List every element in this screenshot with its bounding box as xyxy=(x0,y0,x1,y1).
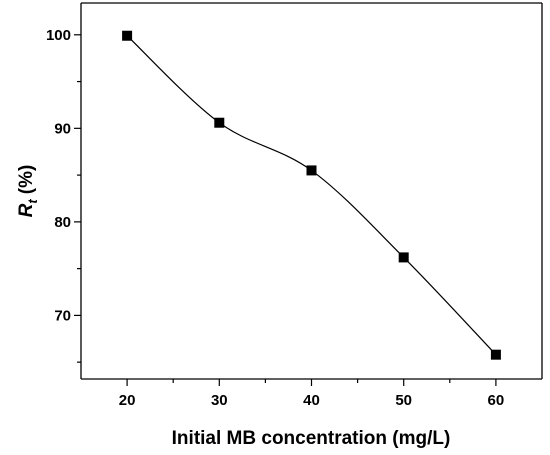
series-line-group xyxy=(126,35,497,356)
y-tick-label: 100 xyxy=(46,27,71,44)
y-axis-title-main: R xyxy=(16,203,37,217)
series-line xyxy=(126,35,497,356)
y-axis-title-unit: (%) xyxy=(16,165,37,195)
y-tick-label: 80 xyxy=(54,214,71,231)
y-tick-label: 90 xyxy=(54,120,71,137)
data-point-marker xyxy=(490,349,501,360)
data-point-marker xyxy=(398,252,409,263)
x-tick-label: 20 xyxy=(119,392,136,409)
y-tick-label: 70 xyxy=(54,307,71,324)
x-tick-label: 60 xyxy=(488,392,505,409)
x-axis-title: Initial MB concentration (mg/L) xyxy=(172,428,451,449)
y-axis-title: Rt (%) xyxy=(16,165,40,218)
y-axis-title-sub: t xyxy=(25,199,40,204)
x-tick-label: 40 xyxy=(303,392,320,409)
x-tick-label: 30 xyxy=(211,392,228,409)
y-axis-ticks: 70 80 90 100 xyxy=(46,27,81,363)
x-axis-ticks: 20 30 40 50 60 xyxy=(119,379,504,409)
series-markers xyxy=(122,30,501,360)
data-point-marker xyxy=(306,165,317,176)
data-point-marker xyxy=(214,117,225,128)
data-point-marker xyxy=(122,30,133,41)
x-tick-label: 50 xyxy=(395,392,412,409)
